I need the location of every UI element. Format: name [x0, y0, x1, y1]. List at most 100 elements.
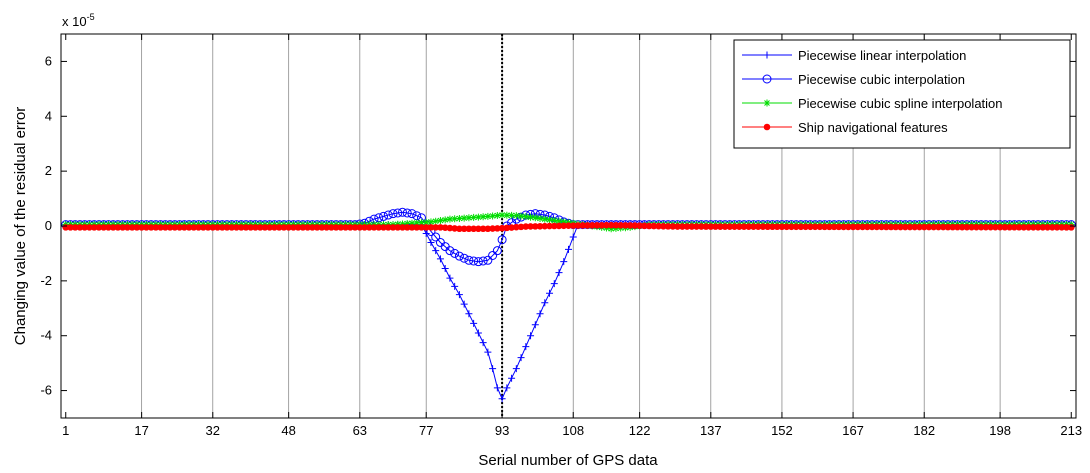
data-point-marker	[555, 269, 563, 277]
x-tick-label: 198	[989, 423, 1011, 438]
y-tick-label: 0	[45, 218, 52, 233]
x-tick-label: 93	[495, 423, 509, 438]
data-point-marker	[508, 374, 516, 382]
data-point-marker	[484, 348, 492, 356]
data-point-marker	[546, 289, 554, 297]
x-axis-title: Serial number of GPS data	[478, 452, 658, 469]
data-point-marker	[408, 219, 416, 227]
data-point-marker	[470, 213, 478, 221]
data-point-marker	[446, 215, 454, 223]
data-point-marker	[388, 209, 398, 219]
data-point-marker	[1067, 224, 1075, 231]
data-point-marker	[479, 213, 487, 221]
y-exponent-base: x 10	[62, 14, 87, 29]
data-point-marker	[398, 220, 406, 228]
data-point-marker	[445, 246, 455, 256]
data-point-marker	[422, 230, 430, 238]
data-point-marker	[403, 220, 411, 228]
y-tick-label: -6	[40, 383, 52, 398]
data-point-marker	[460, 300, 468, 308]
data-point-marker	[417, 219, 425, 227]
data-point-marker	[527, 213, 535, 221]
data-point-marker	[455, 214, 463, 222]
data-point-marker	[503, 211, 511, 219]
data-point-marker	[483, 255, 493, 265]
legend-label: Piecewise cubic interpolation	[798, 72, 965, 87]
y-axis-title: Changing value of the residual error	[12, 107, 29, 345]
data-point-marker	[498, 211, 506, 219]
data-point-marker	[531, 214, 539, 222]
x-tick-label: 1	[62, 423, 69, 438]
y-tick-label: -4	[40, 328, 52, 343]
data-point-marker	[427, 238, 435, 246]
x-tick-label: 108	[562, 423, 584, 438]
data-point-marker	[450, 248, 460, 258]
data-point-marker	[383, 210, 393, 220]
data-point-marker	[446, 274, 454, 282]
data-point-marker	[397, 207, 407, 217]
y-tick-label: 4	[45, 108, 52, 123]
data-point-marker	[427, 218, 435, 226]
data-point-marker	[508, 211, 516, 219]
data-point-marker	[407, 209, 417, 219]
data-point-marker	[536, 310, 544, 318]
data-point-marker	[474, 329, 482, 337]
x-tick-label: 182	[913, 423, 935, 438]
data-point-marker	[451, 215, 459, 223]
data-point-marker	[488, 250, 498, 260]
data-point-marker	[431, 232, 441, 242]
y-tick-label: 6	[45, 53, 52, 68]
data-point-marker	[498, 395, 506, 403]
data-point-marker	[517, 212, 525, 220]
data-point-marker	[565, 245, 572, 253]
x-tick-label: 48	[281, 423, 295, 438]
legend-item-2: Piecewise cubic spline interpolation	[742, 96, 1003, 111]
data-point-marker	[436, 217, 444, 225]
data-point-marker	[763, 51, 771, 59]
data-point-marker	[762, 74, 772, 84]
legend-box	[733, 39, 1071, 149]
series-line	[65, 211, 1072, 263]
data-point-marker	[459, 253, 469, 263]
data-point-marker	[536, 214, 544, 222]
data-point-marker	[393, 208, 403, 218]
y-exponent-power: -5	[87, 12, 95, 22]
data-point-marker	[522, 343, 530, 351]
data-point-marker	[454, 251, 464, 261]
data-point-marker	[497, 235, 507, 245]
data-point-marker	[432, 247, 440, 255]
x-tick-label: 32	[206, 423, 220, 438]
data-point-marker	[470, 319, 478, 327]
x-tick-label: 213	[1060, 423, 1082, 438]
data-point-marker	[379, 211, 389, 221]
data-point-marker	[422, 218, 430, 226]
data-point-marker	[441, 265, 449, 273]
legend-item-1: Piecewise cubic interpolation	[742, 72, 965, 87]
data-point-marker	[493, 211, 501, 219]
data-point-marker	[465, 310, 473, 318]
data-point-marker	[550, 217, 558, 225]
data-point-marker	[469, 256, 479, 266]
data-point-marker	[560, 258, 568, 266]
legend-item-3: Ship navigational features	[742, 120, 948, 135]
data-point-marker	[607, 225, 615, 233]
data-point-marker	[489, 365, 497, 373]
x-tick-label: 77	[419, 423, 433, 438]
data-point-marker	[503, 384, 511, 392]
data-point-marker	[478, 256, 488, 266]
data-point-marker	[474, 213, 482, 221]
data-point-marker	[451, 282, 459, 290]
data-point-marker	[531, 321, 539, 329]
data-point-marker	[550, 280, 558, 288]
legend-label: Piecewise cubic spline interpolation	[798, 96, 1003, 111]
ticks-layer: 1 17 32 48 63 77 93 108 122 137 152 167 182 198 213 -6 -…	[40, 34, 1082, 438]
data-point-marker	[512, 365, 520, 373]
data-point-marker	[763, 123, 771, 131]
data-point-marker	[432, 217, 440, 225]
data-point-marker	[527, 332, 535, 340]
legend-item-0: Piecewise linear interpolation	[742, 48, 966, 63]
data-point-marker	[517, 354, 525, 362]
data-point-marker	[492, 246, 502, 256]
data-point-marker	[555, 217, 563, 225]
